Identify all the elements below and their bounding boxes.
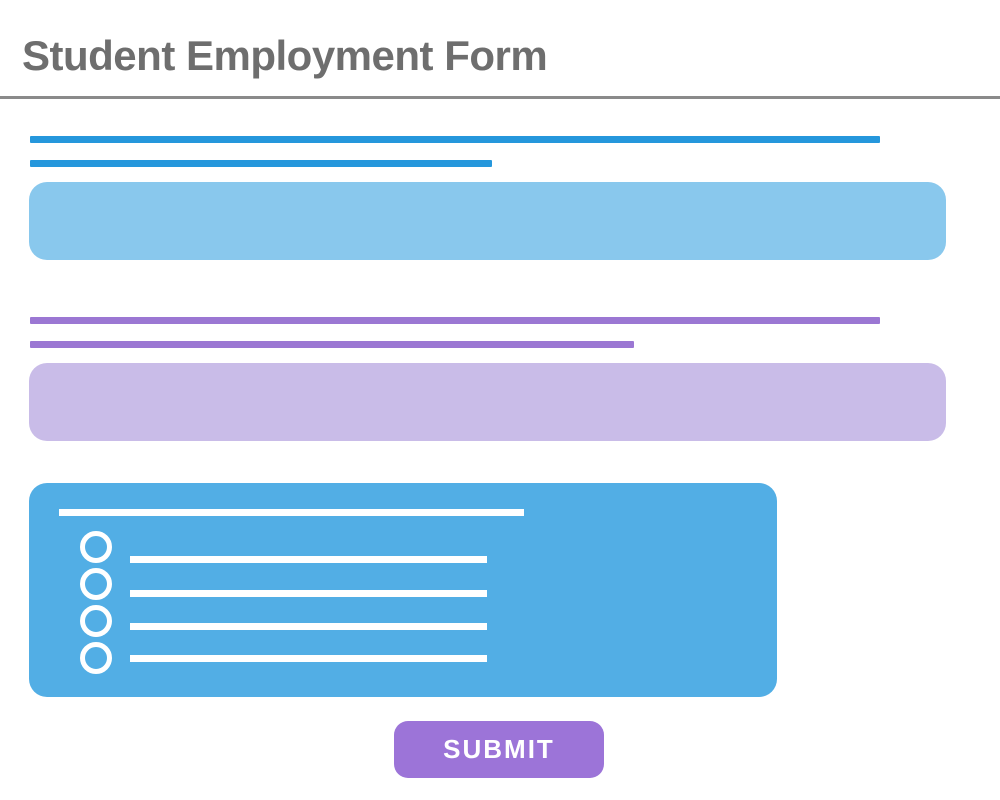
submit-button-label: SUBMIT [443,734,555,764]
option-label-line [130,623,487,630]
field-2-label-line-primary [30,317,880,324]
option-label-line [130,556,487,563]
page-title: Student Employment Form [22,32,548,79]
option-label-line [130,655,487,662]
radio-button-icon[interactable] [80,568,112,600]
field-1-text-input[interactable] [29,182,946,260]
header-divider [0,96,1000,99]
field-1-label-line-secondary [30,160,492,167]
radio-button-icon[interactable] [80,605,112,637]
radio-options-panel [29,483,777,697]
option-label-line [130,590,487,597]
field-1-label-line-primary [30,136,880,143]
field-2-text-input[interactable] [29,363,946,441]
radio-button-icon[interactable] [80,531,112,563]
options-panel-question-line [59,509,524,516]
radio-button-icon[interactable] [80,642,112,674]
field-2-label-line-secondary [30,341,634,348]
submit-button[interactable]: SUBMIT [394,721,604,778]
